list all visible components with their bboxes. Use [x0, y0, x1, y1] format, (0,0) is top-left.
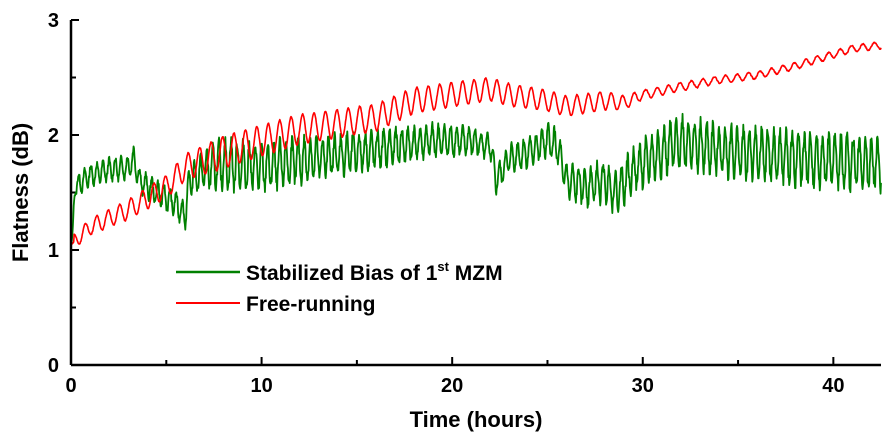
plot-area: [70, 41, 882, 246]
y-tick-label: 3: [48, 10, 59, 32]
x-tick-label: 30: [632, 375, 654, 397]
x-tick-label: 0: [65, 375, 76, 397]
legend-label-stabilized: Stabilized Bias of 1st MZM: [246, 259, 503, 285]
x-tick-label: 10: [250, 375, 272, 397]
x-axis-ticks: 0 10 20 30 40: [65, 357, 844, 397]
legend-label-free-running: Free-running: [246, 293, 376, 316]
legend-label-stabilized-tail: MZM: [449, 262, 503, 285]
series-line-stabilized: [70, 112, 882, 245]
y-tick-label: 0: [48, 355, 59, 377]
legend: Stabilized Bias of 1st MZM Free-running: [176, 259, 503, 316]
y-tick-label: 1: [48, 240, 59, 262]
y-axis-title: Flatness (dB): [8, 123, 33, 262]
x-tick-label: 20: [441, 375, 463, 397]
x-tick-label: 40: [822, 375, 844, 397]
y-axis-ticks: 0 1 2 3: [48, 10, 79, 377]
series-line-free-running: [70, 41, 882, 246]
x-axis-title: Time (hours): [410, 407, 543, 432]
legend-label-stabilized-sup: st: [437, 259, 449, 274]
legend-label-stabilized-main: Stabilized Bias of 1: [246, 262, 438, 285]
y-tick-label: 2: [48, 125, 59, 147]
